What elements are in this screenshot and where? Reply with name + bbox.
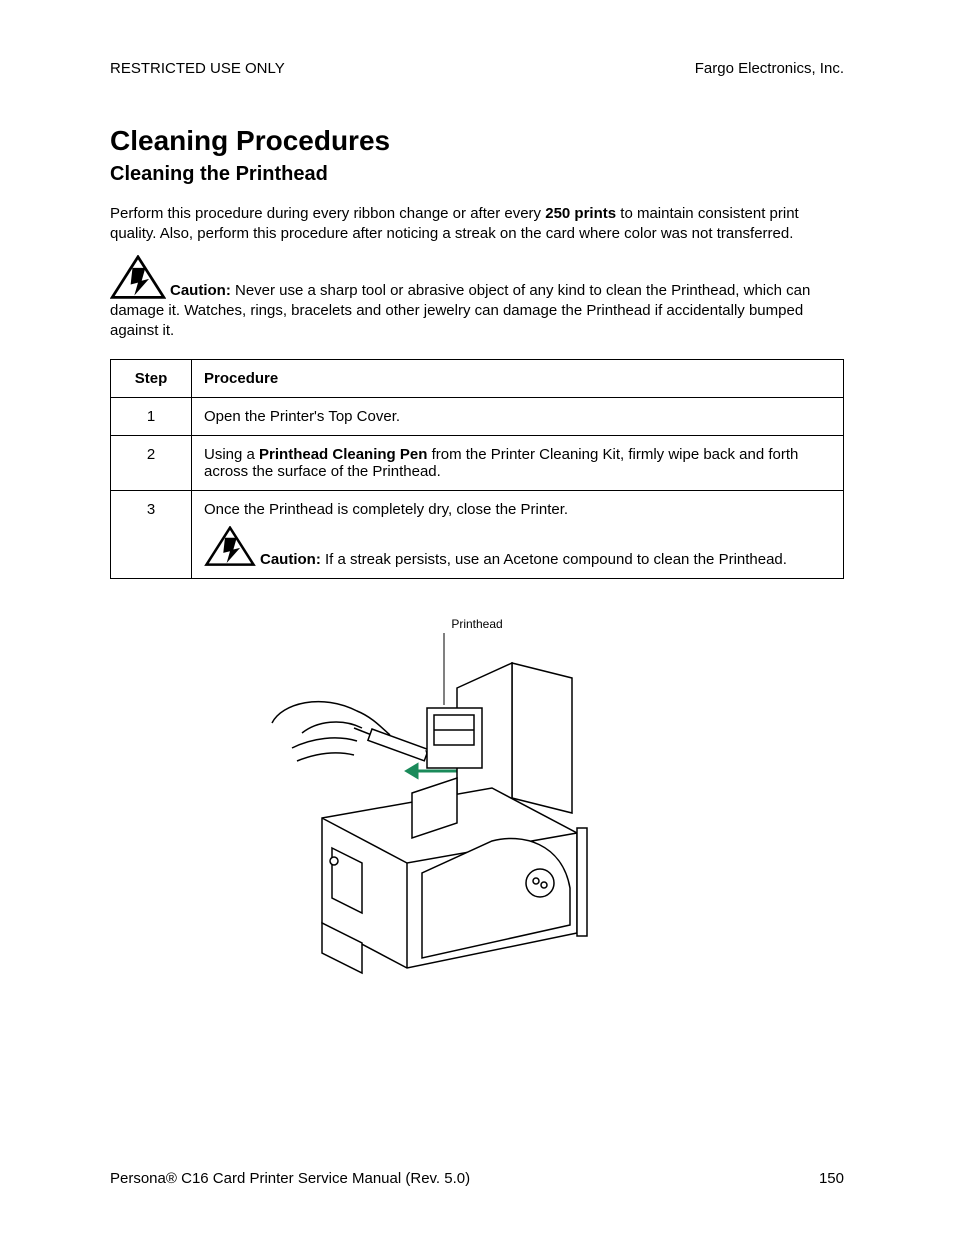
row3-caution-label: Caution: (260, 551, 321, 568)
step-num: 3 (111, 491, 192, 579)
table-row: 2 Using a Printhead Cleaning Pen from th… (111, 436, 844, 491)
intro-pre: Perform this procedure during every ribb… (110, 205, 545, 222)
intro-bold: 250 prints (545, 205, 616, 222)
table-row: 3 Once the Printhead is completely dry, … (111, 491, 844, 579)
row2-pre: Using a (204, 446, 259, 463)
row2-bold: Printhead Cleaning Pen (259, 446, 427, 463)
step-num: 1 (111, 398, 192, 436)
page-footer: Persona® C16 Card Printer Service Manual… (110, 1170, 844, 1187)
step-text: Once the Printhead is completely dry, cl… (192, 491, 844, 579)
caution-icon (204, 526, 256, 568)
footer-left: Persona® C16 Card Printer Service Manual… (110, 1170, 470, 1187)
step-text: Using a Printhead Cleaning Pen from the … (192, 436, 844, 491)
row3-line1: Once the Printhead is completely dry, cl… (204, 501, 831, 518)
intro-paragraph: Perform this procedure during every ribb… (110, 204, 844, 245)
step-num: 2 (111, 436, 192, 491)
header-right: Fargo Electronics, Inc. (695, 60, 844, 77)
header-left: RESTRICTED USE ONLY (110, 60, 285, 77)
row3-caution: Caution: If a streak persists, use an Ac… (204, 526, 831, 568)
row3-caution-text: If a streak persists, use an Acetone com… (321, 551, 787, 568)
document-page: RESTRICTED USE ONLY Fargo Electronics, I… (0, 0, 954, 1235)
caution-icon (110, 255, 166, 301)
page-header: RESTRICTED USE ONLY Fargo Electronics, I… (110, 60, 844, 77)
registered-icon: ® (166, 1170, 177, 1187)
printer-illustration (262, 633, 692, 1013)
step-text: Open the Printer's Top Cover. (192, 398, 844, 436)
footer-pre: Persona (110, 1170, 166, 1187)
figure-label: Printhead (110, 617, 844, 631)
col-step: Step (111, 360, 192, 398)
section-title: Cleaning the Printhead (110, 163, 844, 186)
page-title: Cleaning Procedures (110, 125, 844, 157)
caution-label: Caution: (170, 281, 231, 298)
footer-post: C16 Card Printer Service Manual (Rev. 5.… (177, 1170, 470, 1187)
col-procedure: Procedure (192, 360, 844, 398)
figure: Printhead (110, 617, 844, 1018)
caution-block: Caution: Never use a sharp tool or abras… (110, 255, 844, 342)
page-number: 150 (819, 1170, 844, 1187)
procedure-table: Step Procedure 1 Open the Printer's Top … (110, 359, 844, 579)
table-header-row: Step Procedure (111, 360, 844, 398)
table-row: 1 Open the Printer's Top Cover. (111, 398, 844, 436)
